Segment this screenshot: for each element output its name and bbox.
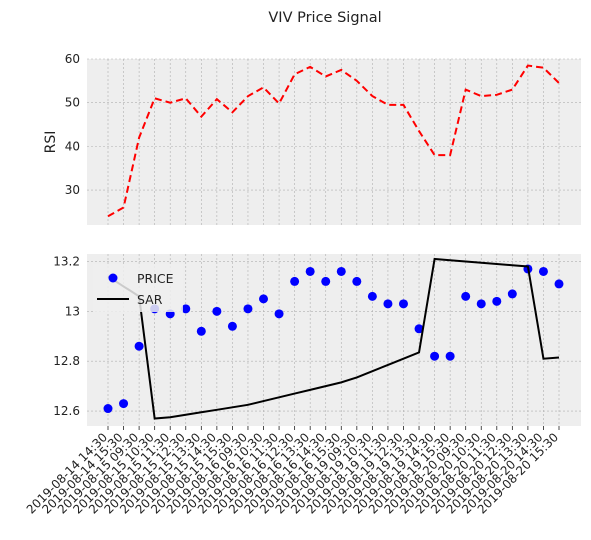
price-point (445, 351, 455, 361)
rsi-y-tick-label: 40 (65, 139, 80, 153)
legend-price-label: PRICE (137, 271, 174, 286)
price-point (259, 294, 269, 304)
price-point (538, 266, 548, 276)
price-point (103, 404, 113, 414)
price-point (243, 304, 253, 314)
rsi-y-tick-label: 50 (65, 96, 80, 110)
price-point (383, 299, 393, 309)
price-point (212, 306, 222, 316)
price-point (196, 326, 206, 336)
price-point (352, 276, 362, 286)
price-y-tick-label: 12.8 (53, 354, 80, 368)
price-panel: 12.6 12.8 13 13.2 2019-08-14 14:302019-08-1… (24, 254, 581, 517)
price-point (476, 299, 486, 309)
price-point (398, 299, 408, 309)
legend: PRICE SAR (93, 264, 183, 312)
price-point (290, 276, 300, 286)
legend-box (93, 264, 183, 312)
rsi-y-ticks: 30 40 50 60 (65, 52, 80, 197)
price-point (274, 309, 284, 319)
price-point (367, 291, 377, 301)
price-point (134, 341, 144, 351)
price-y-ticks: 12.6 12.8 13 13.2 (53, 254, 80, 418)
price-point (119, 399, 129, 409)
price-y-tick-label: 13.2 (53, 254, 80, 268)
legend-price-marker (108, 273, 118, 283)
rsi-y-tick-label: 60 (65, 52, 80, 66)
rsi-panel: 30 40 50 60 RSI (43, 52, 581, 225)
rsi-plot-area (87, 59, 581, 225)
legend-sar-label: SAR (137, 292, 163, 307)
price-series (103, 257, 564, 420)
price-y-tick-label: 12.6 (53, 404, 80, 418)
price-point (181, 304, 191, 314)
price-point (554, 279, 564, 289)
price-point (430, 351, 440, 361)
price-point (492, 296, 502, 306)
price-point (507, 289, 517, 299)
price-point (321, 276, 331, 286)
chart-title: VIV Price Signal (268, 10, 381, 26)
rsi-y-tick-label: 30 (65, 183, 80, 197)
price-point (227, 321, 237, 331)
rsi-axis-label: RSI (43, 131, 59, 154)
sar-series-line (107, 257, 560, 420)
price-point (461, 291, 471, 301)
price-point (305, 266, 315, 276)
price-point (414, 324, 424, 334)
price-point (336, 266, 346, 276)
price-y-tick-label: 13 (65, 304, 80, 318)
